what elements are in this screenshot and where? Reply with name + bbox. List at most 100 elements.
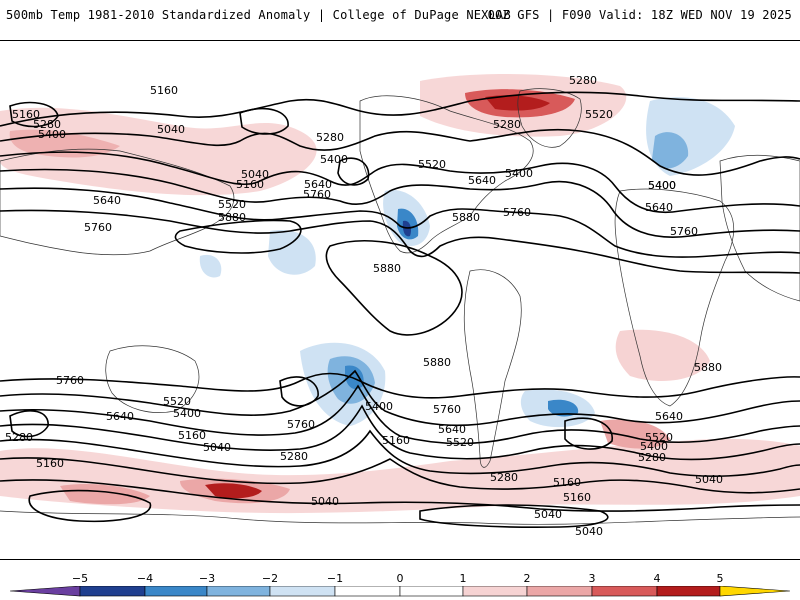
contour-label: 5760: [303, 188, 331, 201]
colorbar-tick: −3: [198, 572, 216, 585]
contour-label: 5760: [503, 206, 531, 219]
contour-labels: 5160 5040 5280 5400 5160 5280 5400 5040 …: [5, 74, 723, 538]
colorbar-tick: 1: [459, 572, 467, 585]
contour-label: 5160: [236, 178, 264, 191]
contour-label: 5880: [694, 361, 722, 374]
contour-label: 5400: [173, 407, 201, 420]
contour-label: 5160: [150, 84, 178, 97]
colorbar-tick: 3: [588, 572, 596, 585]
colorbar-tick: −2: [261, 572, 279, 585]
contour-label: 5760: [56, 374, 84, 387]
colorbar-tick: 5: [716, 572, 724, 585]
contour-label: 5640: [93, 194, 121, 207]
colorbar-bin: [462, 586, 528, 597]
cold-anomaly-patch: [199, 254, 222, 278]
contour-label: 5280: [280, 450, 308, 463]
contour-label: 5520: [218, 198, 246, 211]
contour-label: 5880: [218, 211, 246, 224]
contour-label: 5280: [316, 131, 344, 144]
contour-label: 5280: [569, 74, 597, 87]
contour-5760-south: [0, 372, 800, 399]
cold-anomaly-patch: [268, 230, 316, 275]
coastline-north-america: [359, 95, 534, 254]
contour-5400-north: [0, 151, 800, 213]
contour-5640-south: [0, 369, 800, 427]
coastline-asia-east: [719, 154, 800, 302]
colorbar-labels: −5 −4 −3 −2 −1 0 1 2 3 4 5: [0, 572, 800, 586]
contour-label: 5400: [320, 153, 348, 166]
coastline-south-america: [463, 269, 522, 468]
contour-label: 5400: [505, 167, 533, 180]
coastline-europe-africa: [614, 188, 734, 407]
contour-5760-north: [0, 209, 800, 274]
contour-label: 5040: [695, 473, 723, 486]
cold-anomaly-patch: [548, 399, 579, 417]
contour-5880-atlantic: [325, 240, 463, 336]
contour-label: 5040: [203, 441, 231, 454]
header: 500mb Temp 1981-2010 Standardized Anomal…: [0, 0, 800, 40]
contour-label: 5040: [311, 495, 339, 508]
colorbar-tick: 4: [653, 572, 661, 585]
colorbar-tick: 0: [396, 572, 404, 585]
contour-closed-low-west-pacific: [239, 107, 289, 135]
contour-label: 5520: [585, 108, 613, 121]
contour-label: 5400: [38, 128, 66, 141]
contour-label: 5400: [640, 440, 668, 453]
contour-5400-south: [0, 404, 800, 461]
colorbar-tick: 2: [523, 572, 531, 585]
contour-label: 5520: [418, 158, 446, 171]
contour-label: 5160: [563, 491, 591, 504]
contour-label: 5640: [304, 178, 332, 191]
colorbar-bin: [656, 586, 721, 597]
contour-label: 5760: [670, 225, 698, 238]
contour-5040-inner-south: [419, 504, 609, 528]
contour-closed-low-west: [9, 101, 59, 128]
contour-label: 5160: [12, 108, 40, 121]
colorbar-tick: −1: [326, 572, 344, 585]
contour-label: 5640: [645, 201, 673, 214]
contour-label: 5400: [365, 400, 393, 413]
colorbar-bin: [144, 586, 208, 597]
contour-5880-tropics: [174, 219, 302, 254]
coastline-antarctica: [0, 510, 800, 525]
contour-label: 5160: [178, 429, 206, 442]
anomaly-map: 5160 5040 5280 5400 5160 5280 5400 5040 …: [0, 74, 800, 538]
colorbar-strip: [9, 586, 791, 597]
anomaly-shading: [0, 74, 800, 514]
cold-anomaly-patch: [345, 365, 364, 390]
colorbar-bin: [79, 586, 146, 597]
colorbar-bin: [591, 586, 658, 597]
contour-label: 5160: [553, 476, 581, 489]
contour-label: 5520: [645, 431, 673, 444]
colorbar: −5 −4 −3 −2 −1 0 1 2 3 4 5: [0, 562, 800, 600]
contour-label: 5760: [433, 403, 461, 416]
contour-5280-south: [0, 429, 800, 478]
contour-5160-south: [0, 457, 800, 494]
contour-label: 5520: [163, 395, 191, 408]
contour-label: 5760: [287, 418, 315, 431]
contour-label: 5280: [490, 471, 518, 484]
contour-label: 5280: [5, 431, 33, 444]
map-panel: 5160 5040 5280 5400 5160 5280 5400 5040 …: [0, 40, 800, 560]
contour-label: 5640: [468, 174, 496, 187]
contour-closed-low-south-pacific: [279, 376, 319, 407]
warm-anomaly-patch: [60, 484, 150, 505]
contour-label: 5040: [157, 123, 185, 136]
contour-label: 5400: [648, 179, 676, 192]
contour-label: 5640: [438, 423, 466, 436]
colorbar-bin: [526, 586, 593, 597]
contour-label: 5160: [382, 434, 410, 447]
contour-label: 5040: [575, 525, 603, 538]
contour-closed-low-south-atlantic: [564, 417, 613, 450]
colorbar-bin: [206, 586, 271, 597]
warm-anomaly-patch: [0, 107, 317, 196]
coastlines: [0, 88, 800, 525]
contour-label: 5280: [638, 451, 666, 464]
contour-label: 5880: [373, 262, 401, 275]
warm-anomaly-patch: [615, 329, 710, 381]
contour-label: 5880: [452, 211, 480, 224]
map-title: 500mb Temp 1981-2010 Standardized Anomal…: [6, 8, 511, 22]
colorbar-bin: [399, 586, 464, 597]
contour-label: 5760: [84, 221, 112, 234]
cold-anomaly-patch: [652, 132, 689, 169]
